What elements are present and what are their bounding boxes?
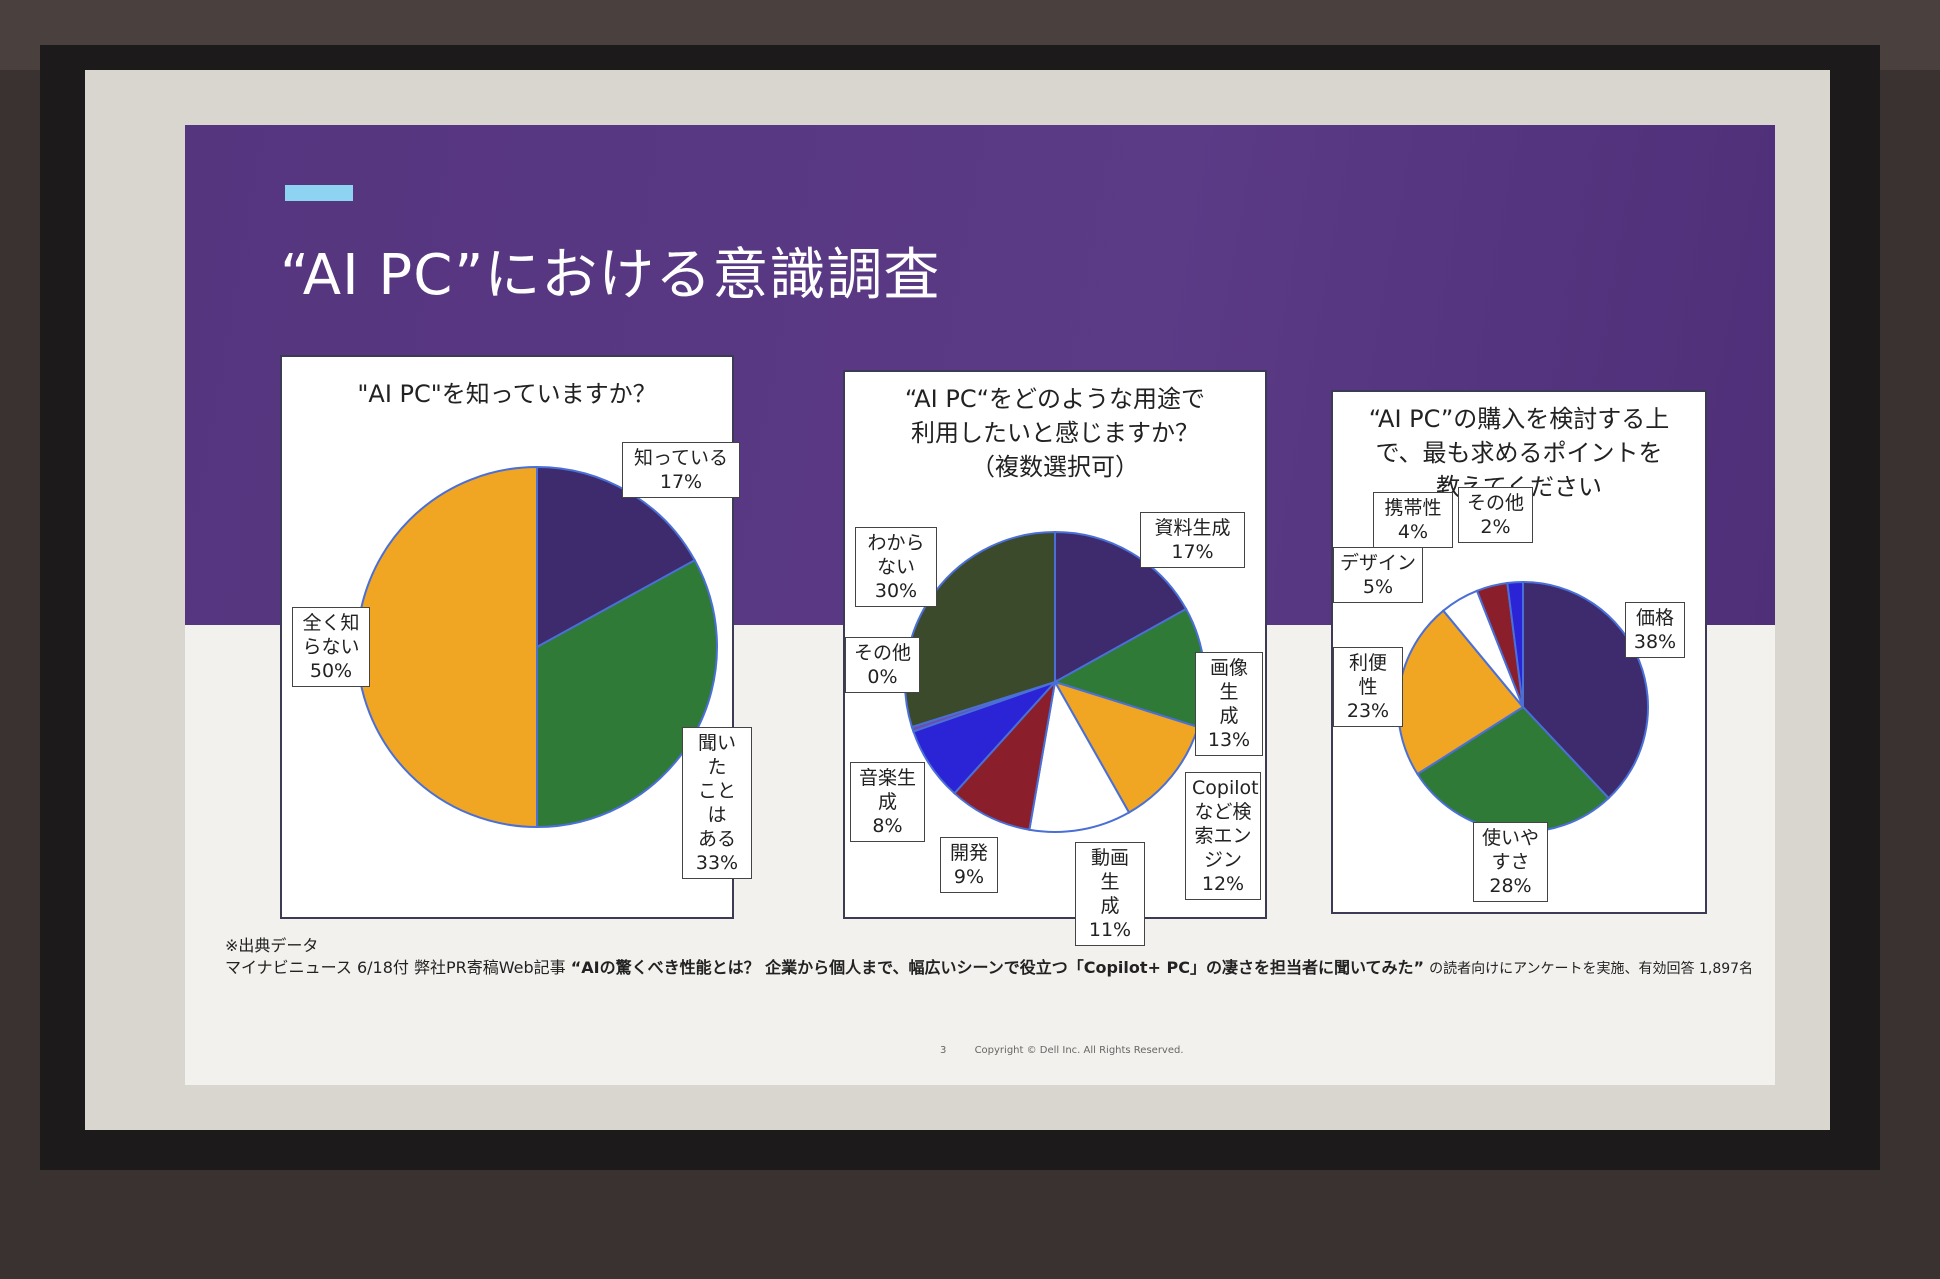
accent-bar <box>285 185 353 201</box>
slide-footer: 3 Copyright © Dell Inc. All Rights Reser… <box>940 1045 1209 1056</box>
slice-label: その他 0% <box>845 637 920 693</box>
slice-label: 利便性 23% <box>1333 647 1403 727</box>
slice-label: 開発 9% <box>940 837 998 893</box>
pie-chart-awareness <box>356 465 718 829</box>
slice-label: 全く知 らない 50% <box>292 607 370 687</box>
slice-label: 携帯性 4% <box>1373 492 1453 548</box>
slice-label: わから ない 30% <box>855 527 937 607</box>
chart-panel-awareness: "AI PC"を知っていますか？ 知っている 17% 聞いた ことは ある 33%… <box>280 355 752 919</box>
page-number: 3 <box>940 1045 947 1056</box>
slice-label: 知っている 17% <box>622 442 740 498</box>
source-note: ※出典データ マイナビニュース 6/18付 弊社PR寄稿Web記事 “AIの驚く… <box>225 935 1753 980</box>
pie-slice <box>356 465 538 829</box>
slice-label: Copilot など検 索エン ジン 12% <box>1185 772 1261 900</box>
pie-slice <box>1028 679 1131 833</box>
chart-title: "AI PC"を知っていますか？ <box>357 380 657 408</box>
slice-label: 画像生 成 13% <box>1195 652 1263 756</box>
pie-slice <box>1522 580 1649 800</box>
copyright: Copyright © Dell Inc. All Rights Reserve… <box>974 1045 1184 1056</box>
slice-label: 聞いた ことは ある 33% <box>682 727 752 879</box>
slide: “AI PC”における意識調査 "AI PC"を知っていますか？ 知っている 1… <box>185 125 1775 1085</box>
source-article-title: “AIの驚くべき性能とは？ 企業から個人まで、幅広いシーンで役立つ「Copilo… <box>570 958 1424 977</box>
pie-slice <box>1506 580 1524 708</box>
slice-label: 使いや すさ 28% <box>1473 822 1548 902</box>
chart-title: “AI PC“をどのような用途で 利用したいと感じますか？ （複数選択可） <box>904 385 1206 481</box>
slice-label: 音楽生 成 8% <box>850 762 925 842</box>
chart-title: “AI PC”の購入を検討する上 で、最も求めるポイントを 教えてください <box>1368 405 1670 501</box>
slide-title: “AI PC”における意識調査 <box>280 243 941 308</box>
slice-label: デザイン 5% <box>1333 547 1423 603</box>
slice-label: 動画生 成 11% <box>1075 842 1145 946</box>
slice-label: その他 2% <box>1458 487 1533 543</box>
source-heading: ※出典データ <box>225 936 319 955</box>
chart-panel-purchase: “AI PC”の購入を検討する上 で、最も求めるポイントを 教えてください 価格… <box>1331 390 1707 914</box>
pie-slice <box>953 678 1057 831</box>
pie-chart-purchase <box>1397 580 1649 833</box>
source-suffix: の読者向けにアンケートを実施、有効回答 1,897名 <box>1429 961 1754 977</box>
source-prefix: マイナビニュース 6/18付 弊社PR寄稿Web記事 <box>225 958 566 977</box>
pie-slice <box>1054 530 1188 684</box>
chart-panel-usage: “AI PC“をどのような用途で 利用したいと感じますか？ （複数選択可） 資料… <box>843 370 1267 946</box>
slice-label: 資料生成 17% <box>1140 512 1245 568</box>
slice-label: 価格 38% <box>1625 602 1685 658</box>
